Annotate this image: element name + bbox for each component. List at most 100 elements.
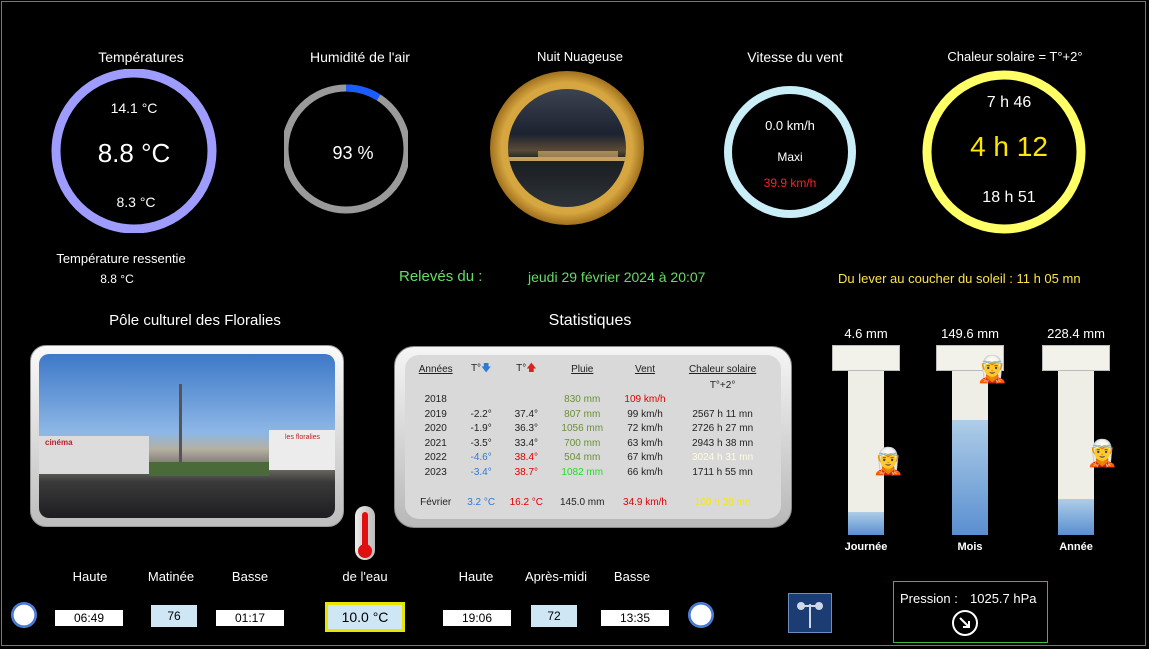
wind-max-value: 39.9 km/h [763, 176, 817, 190]
rain-year-label: Année [1059, 541, 1093, 553]
header-sun: Chaleur solaire [688, 364, 757, 375]
tide-morning-low-label: Basse [231, 569, 269, 584]
water-temp-value: 10.0 °C [325, 602, 405, 632]
month-tmax: 16.2 °C [509, 497, 544, 509]
clock-icon [688, 602, 714, 628]
wind-max-label: Maxi [777, 150, 803, 164]
header-tmin-label: T° [470, 363, 482, 374]
cinema-sign: cinéma [45, 438, 73, 447]
table-row: 2023 -3.4° 38.7° 1082 mm 66 km/h 1711 h … [411, 465, 769, 480]
rain-gauge-month: 149.6 mm Mois 🧝 [936, 326, 1008, 556]
header-tmax-label: T° [516, 363, 527, 374]
stats-header-row: Années T°🡇 T°🡅 Pluie Vent Chaleur solair… [411, 361, 769, 378]
month-label: Février [420, 497, 452, 509]
location-photo-frame: cinéma les floralies [30, 345, 344, 527]
tide-afternoon-low: 13:35 [601, 610, 669, 626]
month-row: Février 3.2 °C 16.2 °C 145.0 mm 34.9 km/… [411, 496, 769, 511]
cell-rain: 1082 mm [561, 466, 604, 478]
anemometer-icon [797, 602, 823, 628]
floralies-sign: les floralies [285, 434, 321, 441]
cell-year: 2018 [424, 394, 447, 406]
cell-sun: 1711 h 55 mn [692, 466, 753, 478]
rain-day-tube [848, 371, 884, 535]
sun-ring [922, 70, 1086, 234]
stats-subheader-row: T°+2° [411, 378, 769, 393]
cell-wind: 109 km/h [624, 394, 666, 406]
cell-sun: 2726 h 27 mn [692, 423, 754, 435]
location-title: Pôle culturel des Floralies [109, 312, 281, 329]
cell-tmin: -2.2° [470, 408, 492, 420]
cell-sun: 3024 h 31 mn [692, 452, 754, 464]
cell-year: 2022 [424, 452, 447, 464]
tide-morning-low: 01:17 [216, 610, 284, 626]
goblin-icon: 🧝 [1086, 438, 1119, 468]
daylight-duration: Du lever au coucher du soleil : 11 h 05 … [838, 271, 1081, 286]
cell-year: 2020 [424, 423, 447, 435]
cell-tmin: -4.6° [470, 452, 492, 464]
rain-day-level [848, 512, 884, 535]
sky-porthole [490, 71, 644, 225]
cell-year: 2021 [424, 437, 447, 449]
thermometer-icon [355, 506, 375, 560]
feels-like-label: Température ressentie [56, 251, 186, 266]
header-tmin: T°🡇 [460, 361, 502, 378]
sunrise-time: 7 h 46 [986, 94, 1032, 111]
sun-duration: 4 h 12 [970, 131, 1048, 162]
month-tmin: 3.2 °C [467, 497, 496, 509]
humidity-title: Humidité de l'air [310, 49, 410, 65]
night-sky-image [508, 89, 626, 207]
stats-title: Statistiques [548, 312, 632, 329]
cell-tmax [502, 393, 551, 408]
clock-icon [11, 602, 37, 628]
cell-wind: 72 km/h [627, 423, 663, 435]
rain-month-value: 149.6 mm [941, 326, 999, 341]
pressure-panel: Pression : 1025.7 hPa [893, 581, 1048, 643]
header-rain: Pluie [571, 364, 594, 375]
rain-gauge-year: 228.4 mm Année 🧝 [1042, 326, 1118, 556]
arrow-down-right-icon [952, 610, 978, 636]
header-wind: Vent [634, 364, 655, 375]
cell-tmin: -1.9° [470, 423, 492, 435]
month-wind: 34.9 km/h [623, 497, 667, 509]
cell-tmax: 33.4° [514, 437, 539, 449]
cell-rain: 830 mm [564, 394, 601, 406]
rain-month-level [952, 420, 988, 535]
rain-year-value: 228.4 mm [1047, 326, 1105, 341]
cell-tmin [460, 393, 502, 408]
sun-title: Chaleur solaire = T°+2° [947, 49, 1083, 64]
cell-rain: 504 mm [564, 452, 601, 464]
header-year: Années [418, 364, 453, 375]
wind-title: Vitesse du vent [747, 49, 843, 65]
cell-rain: 1056 mm [561, 423, 604, 435]
rain-year-level [1058, 498, 1094, 535]
cell-wind: 66 km/h [627, 466, 663, 478]
tide-afternoon-high: 19:06 [443, 610, 511, 626]
tide-morning-coef-label: Matinée [147, 569, 195, 584]
wind-current: 0.0 km/h [765, 118, 815, 133]
cell-rain: 700 mm [564, 437, 601, 449]
table-row: 2022 -4.6° 38.4° 504 mm 67 km/h 3024 h 3… [411, 451, 769, 466]
goblin-icon: 🧝 [872, 446, 905, 476]
cell-sun [676, 393, 769, 408]
temperature-min: 8.3 °C [116, 194, 156, 210]
weather-station-button[interactable] [788, 593, 832, 633]
tide-afternoon-coef: 72 [531, 605, 577, 627]
temperature-max: 14.1 °C [110, 100, 158, 116]
month-rain: 145.0 mm [560, 497, 605, 509]
tide-morning-high: 06:49 [55, 610, 123, 626]
tide-afternoon-low-label: Basse [613, 569, 651, 584]
cell-rain: 807 mm [564, 408, 601, 420]
cell-wind: 67 km/h [627, 452, 663, 464]
rain-month-tube [952, 371, 988, 535]
cell-year: 2023 [424, 466, 447, 478]
cell-sun: 2943 h 38 mn [692, 437, 754, 449]
humidity-ring [284, 84, 408, 214]
rain-day-value: 4.6 mm [844, 326, 888, 341]
temperature-current: 8.8 °C [97, 138, 171, 168]
cell-sun: 2567 h 11 mn [692, 408, 753, 420]
table-row: 2020 -1.9° 36.3° 1056 mm 72 km/h 2726 h … [411, 422, 769, 437]
sunset-time: 18 h 51 [982, 189, 1036, 206]
tide-morning-high-label: Haute [72, 569, 108, 584]
cell-tmax: 36.3° [514, 423, 539, 435]
